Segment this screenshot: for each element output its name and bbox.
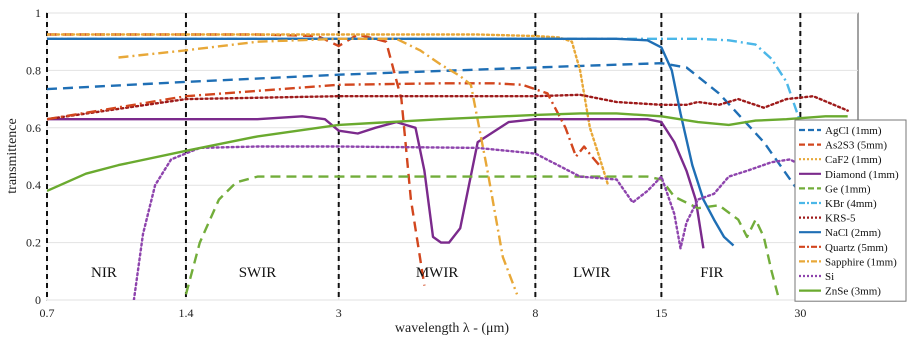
series-lines	[47, 33, 849, 300]
legend-entry: ZnSe (3mm)	[825, 286, 881, 298]
plot-frame	[46, 12, 859, 301]
y-tick-label: 1	[35, 6, 41, 20]
legend-box	[794, 119, 907, 302]
series-line-caf2-1mm	[47, 33, 610, 187]
series-line-diamond-1mm	[47, 115, 705, 249]
legend-entry: Si	[825, 271, 834, 283]
band-label: MWIR	[416, 265, 459, 281]
x-tick-label: 0.7	[40, 306, 55, 320]
band-label: NIR	[91, 265, 117, 281]
legend-entry: CaF2 (1mm)	[825, 154, 882, 166]
y-tick-label: 0.6	[26, 121, 41, 135]
series-line-nacl-2mm	[47, 37, 735, 247]
legend-entry: KBr (4mm)	[825, 198, 877, 210]
y-tick-label: 0	[35, 293, 41, 307]
band-boundaries	[46, 13, 802, 300]
y-axis-label: transmittence	[5, 118, 20, 193]
legend-entry: NaCl (2mm)	[825, 227, 881, 239]
x-axis-label: wavelength λ - (μm)	[395, 321, 510, 336]
y-tick-label: 0.4	[26, 178, 41, 192]
series-line-quartz-5mm	[47, 82, 601, 166]
band-label: SWIR	[239, 265, 277, 281]
series-line-as2s3-5mm	[47, 33, 426, 286]
band-label: FIR	[700, 265, 723, 281]
band-label: LWIR	[573, 265, 610, 281]
band-labels: NIR SWIR MWIR LWIR FIR	[91, 265, 724, 281]
x-axis: 0.7 1.4 3 8 15 30	[40, 306, 807, 320]
legend-entry: Ge (1mm)	[825, 183, 871, 195]
y-tick-label: 0.8	[26, 63, 41, 77]
series-line-ge-1mm	[184, 175, 781, 300]
x-tick-label: 30	[794, 306, 806, 320]
y-axis: 0 0.2 0.4 0.6 0.8 1	[26, 6, 41, 307]
legend-entry: Diamond (1mm)	[825, 169, 899, 181]
legend: AgCl (1mm) As2S3 (5mm) CaF2 (1mm) Diamond (…	[794, 119, 907, 302]
x-tick-label: 3	[336, 306, 342, 320]
series-line-sapphire-1mm	[118, 37, 519, 295]
legend-entry: KRS-5	[825, 213, 856, 225]
series-line-znse-3mm	[47, 112, 848, 192]
series-line-agcl-1mm	[47, 62, 802, 195]
legend-entry: Sapphire (1mm)	[825, 256, 897, 268]
series-line-krs-5	[47, 93, 849, 121]
legend-entry: Quartz (5mm)	[825, 242, 888, 254]
x-tick-label: 8	[532, 306, 538, 320]
y-tick-label: 0.2	[26, 236, 41, 250]
legend-entry: AgCl (1mm)	[825, 125, 882, 137]
x-tick-label: 1.4	[178, 306, 193, 320]
x-tick-label: 15	[655, 306, 667, 320]
legend-entry: As2S3 (5mm)	[825, 140, 887, 152]
